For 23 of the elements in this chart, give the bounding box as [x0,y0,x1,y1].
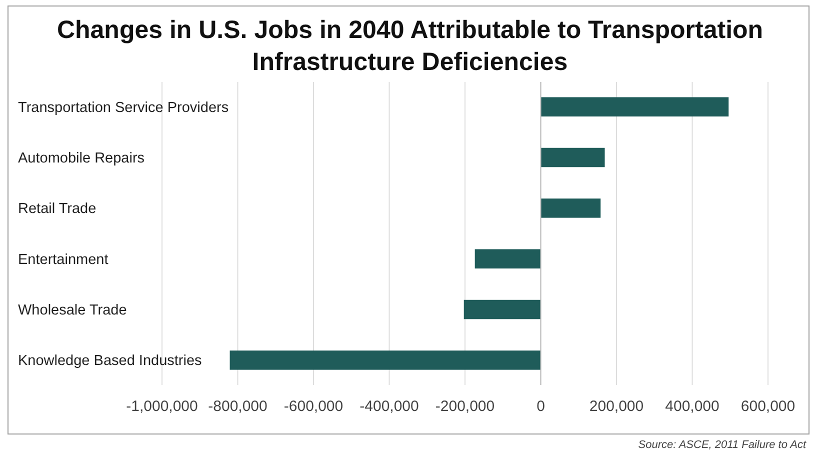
bar [540,97,729,116]
x-tick-label: 0 [536,398,545,415]
x-tick-label: -400,000 [360,398,419,415]
x-tick-label: -1,000,000 [126,398,198,415]
x-tick-label: 600,000 [740,398,796,415]
y-tick-label: Transportation Service Providers [18,100,229,116]
x-tick-label: -600,000 [284,398,344,415]
bar [540,148,605,168]
source-note: Source: ASCE, 2011 Failure to Act [638,439,807,451]
chart-title: Changes in U.S. Jobs in 2040 Attributable to Transportation Infrastructure Deficiencies [56,16,764,76]
y-tick-label: Retail Trade [18,201,96,218]
x-tick-label: 400,000 [665,398,720,415]
bar [464,300,541,320]
y-tick-label: Knowledge Based Industries [18,353,202,370]
x-tick-label: -200,000 [435,398,495,415]
bar [474,249,541,268]
y-tick-label: Wholesale Trade [18,302,127,319]
bar [230,350,541,370]
x-tick-label: -800,000 [208,398,268,415]
bar [540,198,601,218]
x-tick-label: 200,000 [589,398,644,415]
y-tick-label: Automobile Repairs [18,150,145,167]
y-tick-label: Entertainment [18,252,108,268]
